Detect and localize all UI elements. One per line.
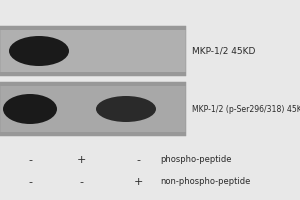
- Bar: [0, 82, 186, 136]
- Bar: [0, 26, 186, 30]
- Text: -: -: [28, 177, 32, 187]
- Ellipse shape: [9, 36, 69, 66]
- Bar: [0, 82, 186, 86]
- Text: non-phospho-peptide: non-phospho-peptide: [160, 178, 251, 186]
- Text: MKP-1/2 (p-Ser296/318) 45KD: MKP-1/2 (p-Ser296/318) 45KD: [192, 104, 300, 114]
- Ellipse shape: [96, 96, 156, 122]
- Bar: [0, 26, 186, 76]
- Bar: [0, 132, 186, 136]
- Text: +: +: [133, 177, 143, 187]
- Text: -: -: [28, 155, 32, 165]
- Ellipse shape: [3, 94, 57, 124]
- Text: MKP-1/2 45KD: MKP-1/2 45KD: [192, 46, 255, 55]
- Text: phospho-peptide: phospho-peptide: [160, 156, 232, 164]
- Text: +: +: [76, 155, 86, 165]
- Bar: [0, 72, 186, 76]
- Text: -: -: [79, 177, 83, 187]
- Text: -: -: [136, 155, 140, 165]
